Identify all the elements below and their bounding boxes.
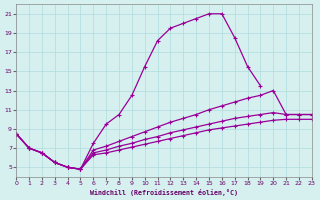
X-axis label: Windchill (Refroidissement éolien,°C): Windchill (Refroidissement éolien,°C) bbox=[90, 189, 238, 196]
